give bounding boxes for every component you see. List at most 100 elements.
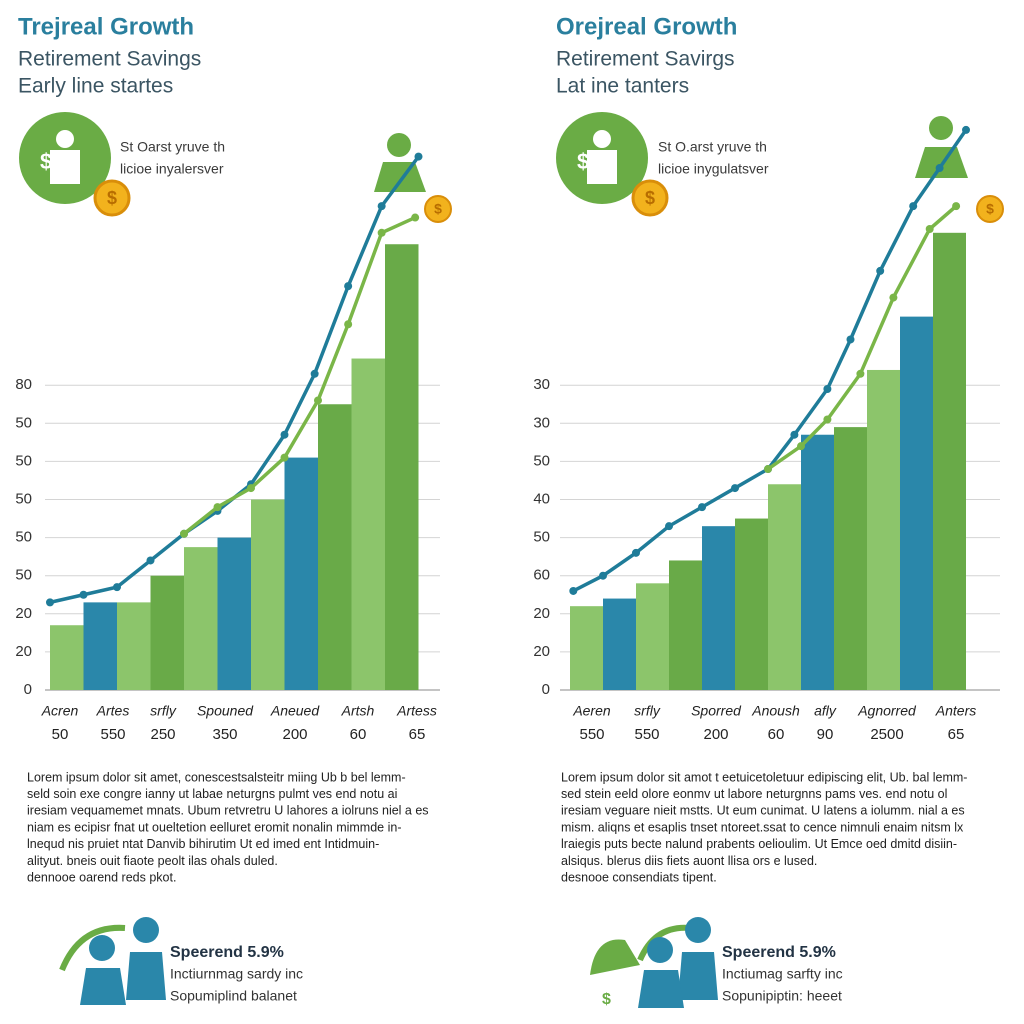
bar: [251, 499, 285, 690]
line-marker: [377, 202, 386, 211]
bar: [834, 427, 867, 690]
svg-text:$: $: [577, 149, 589, 174]
body-text: alityut. bneis ouit fiaote peolt ilas oh…: [27, 854, 278, 868]
title: Trejreal Growth: [18, 13, 194, 40]
x-label-value: 90: [817, 726, 834, 743]
line-marker: [962, 125, 970, 134]
line-marker: [113, 583, 121, 592]
annotation: St Oarst yruve th: [120, 139, 225, 155]
body-text: lraiegis puts becte nalund prabents oeli…: [561, 837, 957, 851]
svg-text:$: $: [602, 991, 611, 1008]
body-text: Lorem ipsum dolor sit amot t eetuicetole…: [561, 770, 967, 784]
x-label: Agnorred: [857, 703, 917, 719]
bar: [702, 526, 735, 690]
annotation: licioe inyalersver: [120, 161, 224, 177]
line-marker: [414, 152, 423, 161]
line-marker: [846, 335, 855, 344]
line-marker: [314, 396, 322, 405]
body-text: dennooe oarend reds pkot.: [27, 870, 176, 884]
body-text: niam es ecipisr fnat ut oueltetion eellu…: [27, 820, 401, 834]
subtitle: Lat ine tanters: [556, 75, 689, 98]
x-label-value: 250: [150, 726, 175, 743]
line-marker: [599, 571, 607, 580]
line-marker: [377, 228, 386, 237]
line: [572, 128, 968, 593]
line-marker: [925, 224, 934, 233]
savings-icon: $ $: [19, 112, 131, 217]
line-marker: [797, 442, 805, 451]
x-label-value: 65: [948, 726, 965, 743]
bar: [217, 537, 251, 690]
callout-text: Inctiumag sarfty inc: [722, 966, 843, 982]
bar: [318, 404, 352, 690]
bar: [735, 518, 768, 690]
bar: [385, 244, 419, 691]
people-icon: $: [590, 917, 718, 1008]
x-label: Artes: [96, 703, 130, 719]
x-label: Artess: [396, 703, 437, 719]
x-label-value: 50: [52, 726, 69, 743]
y-tick-label: 80: [15, 376, 32, 393]
x-label: Anters: [935, 703, 976, 719]
y-tick-label: 50: [533, 452, 550, 469]
line-marker: [632, 548, 640, 557]
x-label-value: 350: [212, 726, 237, 743]
bar: [570, 606, 603, 690]
line-marker: [764, 465, 772, 474]
bar: [351, 358, 385, 690]
callout-title: Speerend 5.9%: [170, 944, 284, 961]
body-text: Lorem ipsum dolor sit amet, conescestsal…: [27, 770, 406, 784]
y-tick-label: 0: [542, 681, 550, 698]
x-label-value: 65: [409, 726, 426, 743]
line: [182, 215, 416, 536]
title: Orejreal Growth: [556, 13, 737, 40]
x-label-value: 60: [768, 726, 785, 743]
x-label: srfly: [150, 703, 177, 719]
line-marker: [344, 320, 353, 329]
bar: [933, 232, 966, 691]
person-icon: $: [374, 133, 452, 223]
x-label: Anoush: [751, 703, 800, 719]
savings-icon: $ $: [556, 112, 669, 217]
x-label-value: 60: [350, 726, 367, 743]
body-text: desnooe consendiats tipent.: [561, 870, 717, 884]
line-marker: [213, 503, 222, 512]
y-tick-label: 50: [15, 490, 32, 507]
x-label-value: 550: [579, 726, 604, 743]
x-label-value: 200: [703, 726, 728, 743]
y-tick-label: 40: [533, 490, 550, 507]
x-label: srfly: [634, 703, 661, 719]
svg-text:$: $: [986, 201, 994, 217]
x-label-value: 550: [100, 726, 125, 743]
line-marker: [665, 522, 673, 531]
line-marker: [790, 430, 799, 439]
line-marker: [344, 282, 353, 291]
x-label: Aeren: [572, 703, 611, 719]
subtitle: Retirement Savings: [18, 48, 201, 71]
x-label: Artsh: [341, 703, 375, 719]
line-marker: [280, 430, 289, 439]
x-label: Sporred: [691, 703, 742, 719]
line-marker: [889, 293, 898, 302]
y-tick-label: 50: [15, 452, 32, 469]
bar: [636, 583, 669, 690]
x-label-value: 2500: [870, 726, 903, 743]
bar: [83, 602, 117, 690]
line-marker: [935, 164, 944, 173]
body-text: alsiqus. blerus diis fiets auont llisa o…: [561, 854, 817, 868]
line-marker: [280, 453, 289, 462]
bar: [900, 316, 933, 690]
x-label: Acren: [41, 703, 79, 719]
line-marker: [823, 385, 832, 394]
line-marker: [698, 503, 706, 512]
y-tick-label: 50: [15, 529, 32, 546]
line-marker: [952, 202, 961, 211]
y-tick-label: 20: [15, 643, 32, 660]
svg-text:$: $: [434, 201, 442, 217]
bar: [284, 457, 318, 690]
callout-text: Sopumiplind balanet: [170, 988, 297, 1004]
y-tick-label: 20: [533, 605, 550, 622]
bar: [669, 560, 702, 690]
line-marker: [411, 213, 420, 222]
subtitle: Early line startes: [18, 75, 173, 98]
